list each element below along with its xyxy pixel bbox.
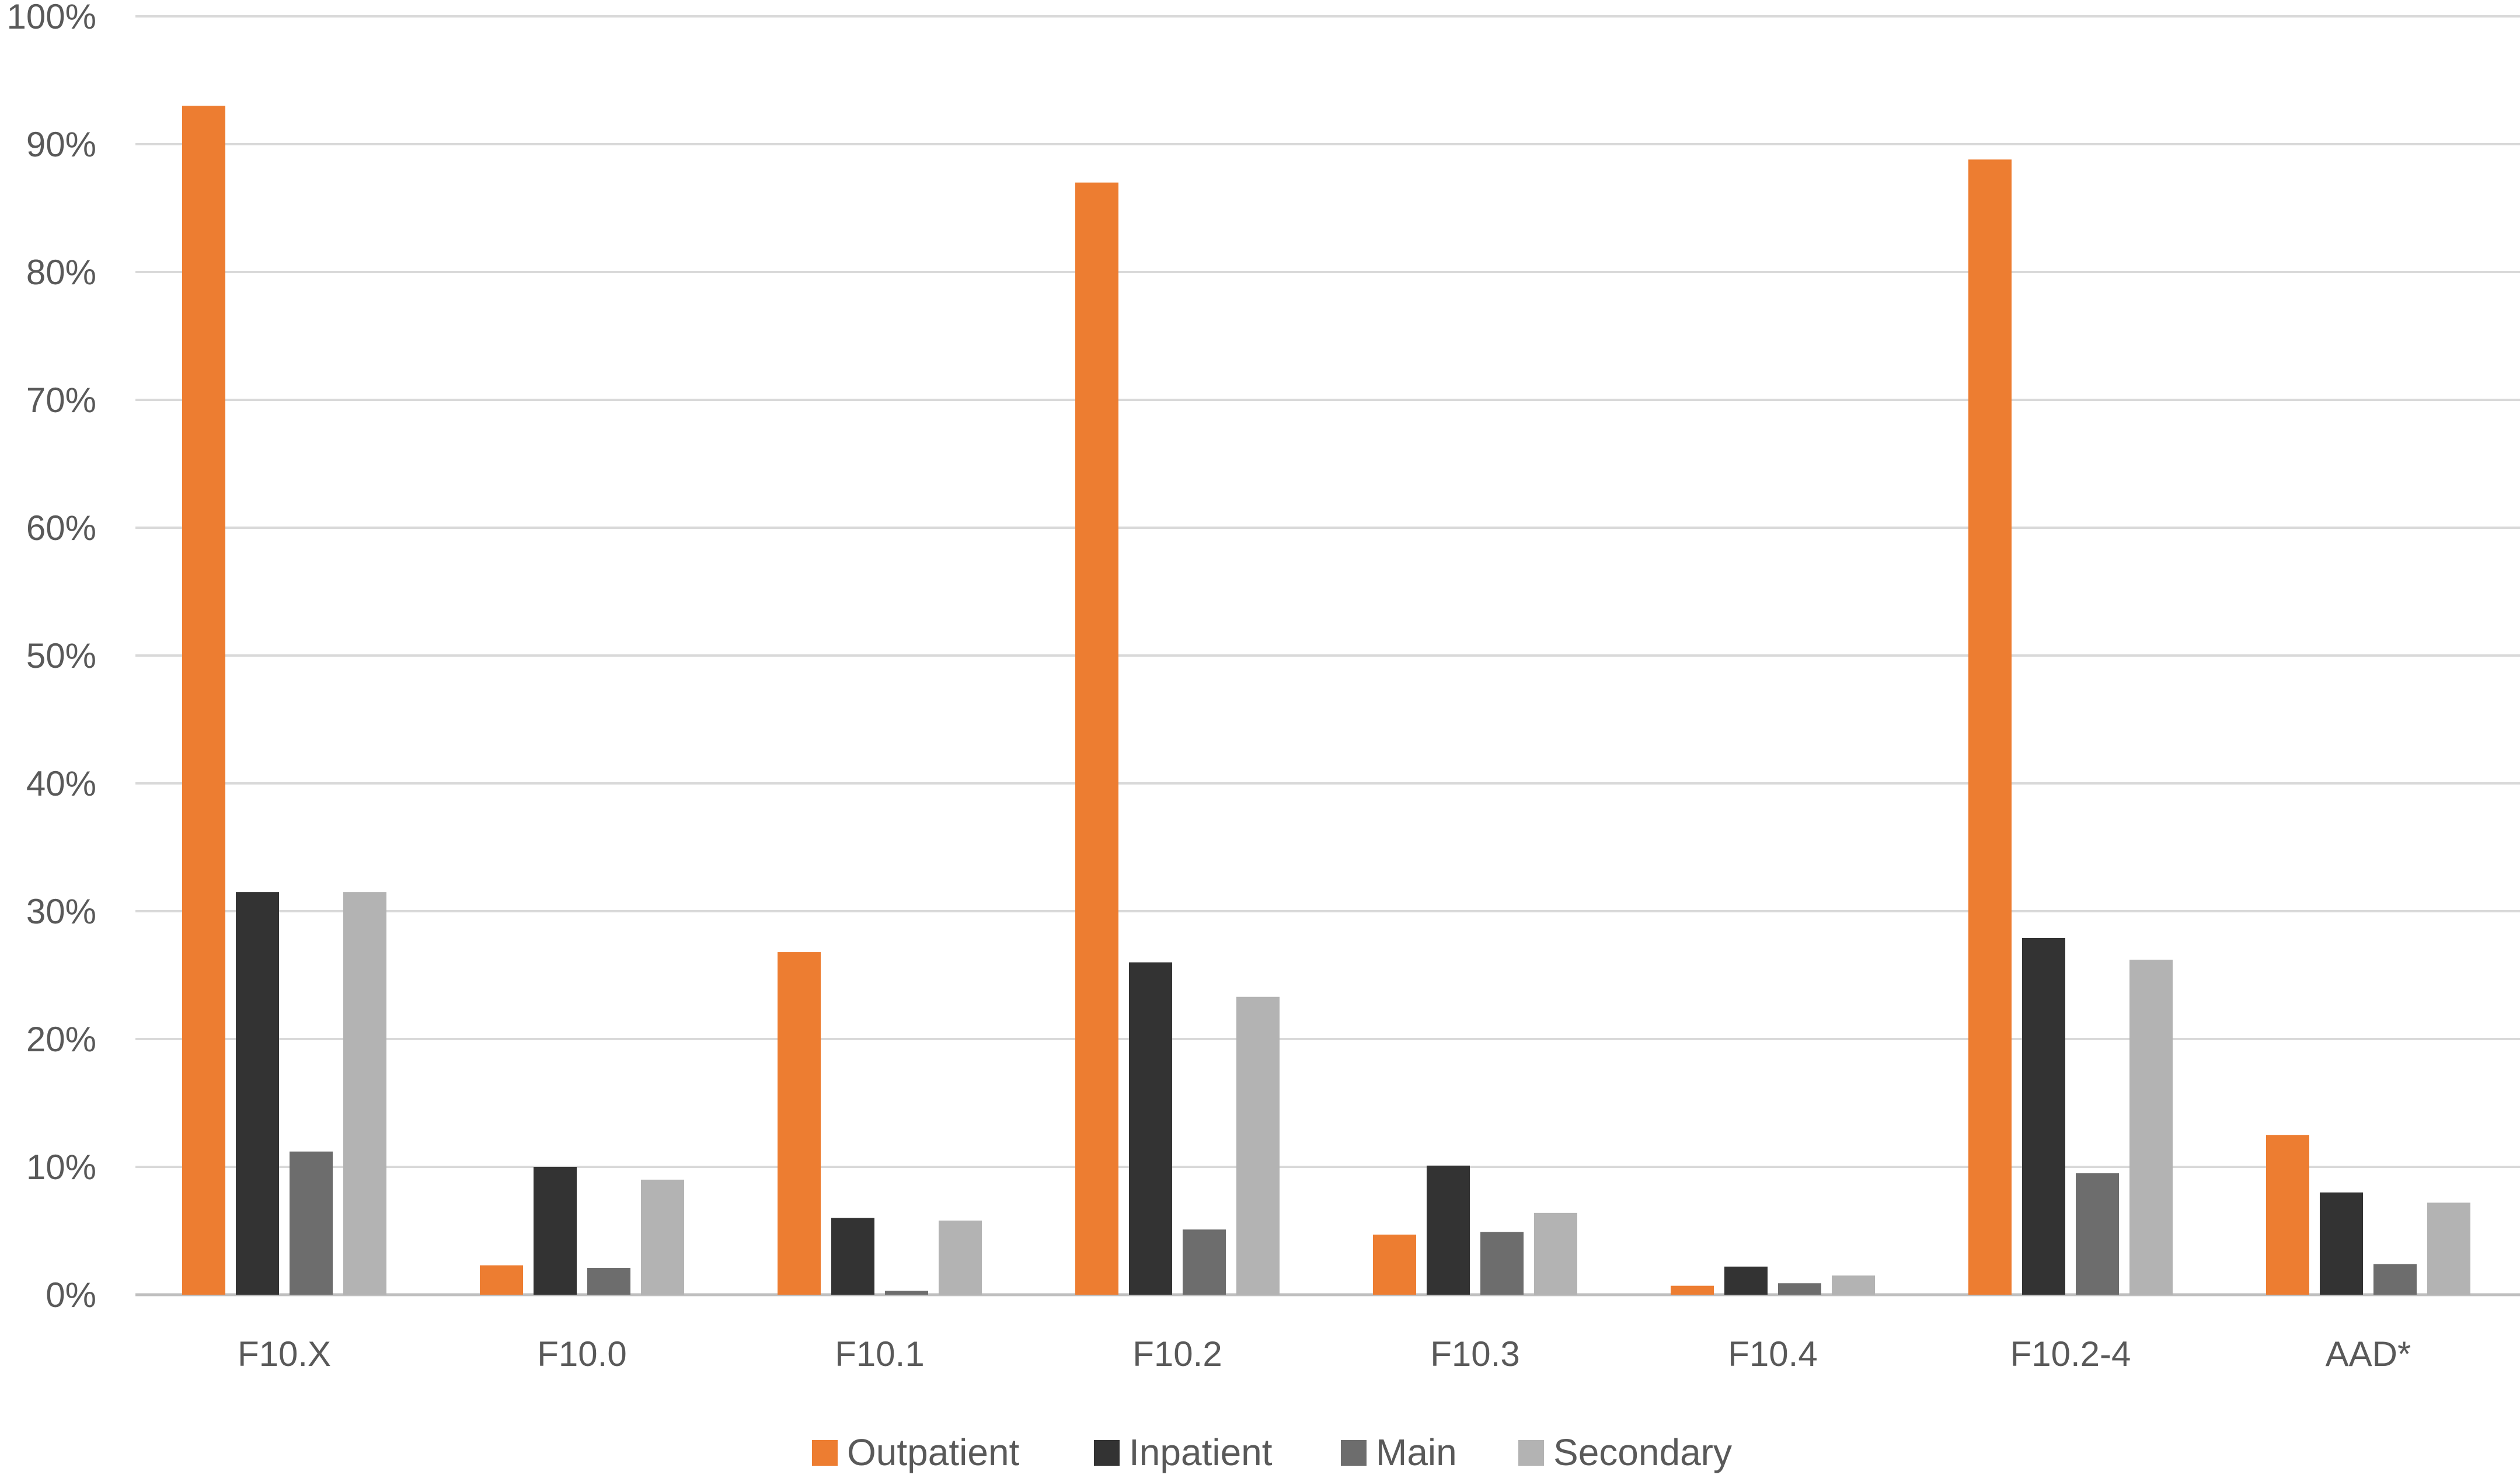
- bar-inpatient-f10-2: [1129, 962, 1172, 1295]
- x-tick-label: F10.2: [1132, 1334, 1222, 1374]
- legend-swatch-secondary: [1518, 1440, 1544, 1466]
- bar-main-f10-2-4: [2076, 1173, 2119, 1295]
- bar-main-aad-: [2373, 1264, 2417, 1295]
- y-tick-label: 50%: [26, 636, 96, 675]
- y-tick-label: 20%: [26, 1020, 96, 1059]
- y-tick-label: 40%: [26, 764, 96, 803]
- bar-inpatient-f10-x: [236, 892, 279, 1295]
- bar-outpatient-f10-1: [778, 952, 821, 1295]
- y-tick-label: 10%: [26, 1148, 96, 1187]
- legend-label-main: Main: [1376, 1431, 1457, 1473]
- bar-main-f10-1: [885, 1291, 928, 1295]
- bar-outpatient-f10-4: [1671, 1285, 1714, 1295]
- bar-outpatient-aad-: [2266, 1135, 2309, 1295]
- bar-main-f10-4: [1778, 1283, 1821, 1295]
- x-tick-label: AAD*: [2326, 1334, 2411, 1374]
- bar-outpatient-f10-x: [182, 106, 225, 1295]
- bar-secondary-aad-: [2427, 1202, 2470, 1295]
- bar-outpatient-f10-3: [1373, 1235, 1416, 1295]
- bar-main-f10-3: [1480, 1232, 1524, 1295]
- bars: [182, 106, 2470, 1295]
- legend-swatch-main: [1341, 1440, 1367, 1466]
- x-tick-label: F10.4: [1728, 1334, 1817, 1374]
- x-tick-label: F10.2-4: [2010, 1334, 2131, 1374]
- bar-secondary-f10-4: [1832, 1275, 1875, 1295]
- bar-outpatient-f10-0: [480, 1265, 523, 1295]
- y-axis-tick-labels: 0% 10% 20% 30% 40% 50% 60% 70% 80% 90% 100%: [7, 0, 96, 1315]
- bar-inpatient-f10-1: [831, 1218, 874, 1295]
- bar-main-f10-0: [587, 1268, 630, 1295]
- x-tick-label: F10.X: [238, 1334, 331, 1374]
- x-tick-label: F10.3: [1430, 1334, 1519, 1374]
- bar-outpatient-f10-2-4: [1968, 159, 2012, 1295]
- legend-label-outpatient: Outpatient: [847, 1431, 1020, 1473]
- bar-inpatient-f10-2-4: [2022, 937, 2065, 1295]
- bar-secondary-f10-0: [641, 1179, 684, 1295]
- legend-label-secondary: Secondary: [1553, 1431, 1732, 1473]
- bar-secondary-f10-1: [939, 1220, 982, 1295]
- bar-secondary-f10-2-4: [2129, 960, 2173, 1295]
- legend-swatch-inpatient: [1094, 1440, 1120, 1466]
- y-tick-label: 70%: [26, 381, 96, 420]
- bar-secondary-f10-x: [343, 892, 386, 1295]
- y-tick-label: 90%: [26, 125, 96, 164]
- legend-swatch-outpatient: [812, 1440, 838, 1466]
- x-tick-label: F10.0: [537, 1334, 626, 1374]
- bar-main-f10-2: [1183, 1229, 1226, 1295]
- gridlines: [135, 15, 2520, 1296]
- bar-main-f10-x: [290, 1151, 333, 1295]
- y-tick-label: 80%: [26, 253, 96, 292]
- x-tick-label: F10.1: [835, 1334, 924, 1374]
- bar-inpatient-aad-: [2320, 1192, 2363, 1295]
- y-tick-label: 100%: [7, 0, 96, 36]
- bar-secondary-f10-3: [1534, 1212, 1577, 1295]
- x-axis-tick-labels: F10.X F10.0 F10.1 F10.2 F10.3 F10.4 F10.2-4 AAD…: [238, 1334, 2411, 1374]
- legend: Outpatient Inpatient Main Secondary: [812, 1431, 1732, 1473]
- bar-inpatient-f10-0: [534, 1167, 577, 1295]
- y-tick-label: 60%: [26, 508, 96, 548]
- bar-inpatient-f10-3: [1427, 1165, 1470, 1295]
- bar-secondary-f10-2: [1236, 996, 1280, 1295]
- bar-outpatient-f10-2: [1075, 182, 1118, 1295]
- y-tick-label: 0%: [46, 1275, 96, 1315]
- legend-label-inpatient: Inpatient: [1129, 1431, 1273, 1473]
- bar-inpatient-f10-4: [1724, 1266, 1768, 1295]
- y-tick-label: 30%: [26, 892, 96, 931]
